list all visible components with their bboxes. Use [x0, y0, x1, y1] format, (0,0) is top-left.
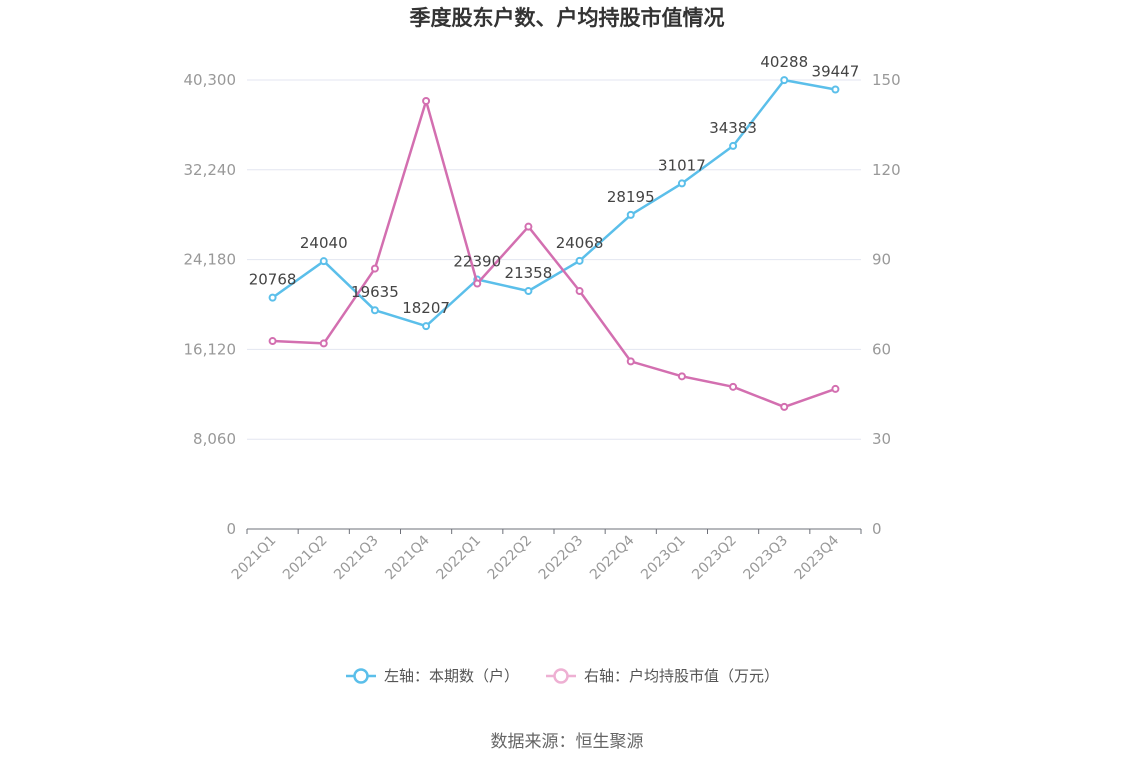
right-axis-tick-label: 90: [872, 251, 891, 269]
series-1-point: [780, 76, 789, 85]
x-axis-tick-label: 2023Q1: [638, 533, 689, 584]
data-label: 19635: [351, 283, 399, 301]
data-label: 28195: [607, 188, 655, 206]
series-1-point: [626, 210, 635, 219]
left-axis-tick-label: 32,240: [184, 161, 237, 179]
series-2-point: [626, 357, 635, 366]
series-2-point: [780, 402, 789, 411]
series-1-point: [370, 306, 379, 315]
series-1-point: [268, 293, 277, 302]
series-1-point: [319, 257, 328, 266]
legend-item-left-axis[interactable]: 左轴：本期数（户）: [346, 667, 519, 685]
left-axis-tick-label: 8,060: [193, 430, 236, 448]
data-label: 31017: [658, 156, 706, 174]
series-2-point: [422, 96, 431, 105]
series-1-point: [524, 287, 533, 296]
x-axis-tick-label: 2023Q4: [792, 532, 843, 583]
x-axis-tick-label: 2023Q3: [740, 533, 791, 584]
data-label: 22390: [453, 253, 501, 271]
series-1-point: [831, 85, 840, 94]
right-axis-tick-label: 150: [872, 71, 901, 89]
data-label: 39447: [812, 63, 860, 81]
source-text: 数据来源：恒生聚源: [491, 732, 644, 752]
legend[interactable]: 左轴：本期数（户） 右轴：户均持股市值（万元）: [346, 667, 779, 685]
x-axis-tick-label: 2022Q2: [485, 533, 536, 584]
series-line-1: [271, 78, 836, 328]
right-axis-tick-label: 0: [872, 520, 882, 538]
legend-label: 右轴：户均持股市值（万元）: [584, 667, 779, 685]
data-label: 18207: [402, 299, 450, 317]
series-2-point: [575, 287, 584, 296]
series-2-point: [831, 384, 840, 393]
series-1-point: [575, 256, 584, 265]
series-line-2: [272, 99, 836, 409]
data-label: 24068: [556, 234, 604, 252]
x-axis-tick-label: 2021Q2: [280, 533, 331, 584]
x-axis-tick-label: 2022Q4: [587, 532, 638, 583]
left-axis-tick-label: 24,180: [184, 251, 237, 269]
series-2-point: [319, 339, 328, 348]
left-axis-tick-label: 16,120: [184, 340, 237, 358]
axes: 0 0 8,060 30 16,120 60 24,180 90 32,240 120 40,300…: [184, 71, 901, 583]
series-1-point: [677, 179, 686, 188]
data-label: 24040: [300, 234, 348, 252]
series-2-point: [524, 222, 533, 231]
legend-label: 左轴：本期数（户）: [384, 667, 519, 685]
legend-marker: [553, 668, 569, 684]
data-label: 20768: [249, 271, 297, 289]
right-axis-tick-label: 30: [872, 430, 891, 448]
series-2-point: [370, 264, 379, 273]
data-label: 40288: [760, 53, 808, 71]
x-axis-tick-label: 2021Q3: [331, 533, 382, 584]
x-axis-tick-label: 2022Q1: [433, 533, 484, 584]
legend-marker: [353, 668, 369, 684]
x-axis-tick-label: 2021Q1: [229, 533, 280, 584]
series-2-point: [268, 337, 277, 346]
left-axis-tick-label: 0: [226, 520, 236, 538]
series-2-point: [677, 372, 686, 381]
series: [268, 76, 840, 411]
right-axis-tick-label: 60: [872, 340, 891, 358]
legend-item-right-axis[interactable]: 右轴：户均持股市值（万元）: [546, 667, 779, 685]
data-label: 21358: [505, 264, 553, 282]
chart-title: 季度股东户数、户均持股市值情况: [410, 6, 725, 30]
x-axis-tick-label: 2021Q4: [382, 532, 433, 583]
right-axis-tick-label: 120: [872, 161, 901, 179]
series-1-point: [729, 141, 738, 150]
left-axis-tick-label: 40,300: [184, 71, 237, 89]
series-2-point: [473, 279, 482, 288]
data-label: 34383: [709, 119, 757, 137]
series-2-point: [729, 382, 738, 391]
x-axis-tick-label: 2023Q2: [689, 533, 740, 584]
series-1-point: [422, 322, 431, 331]
x-axis-tick-label: 2022Q3: [536, 533, 587, 584]
